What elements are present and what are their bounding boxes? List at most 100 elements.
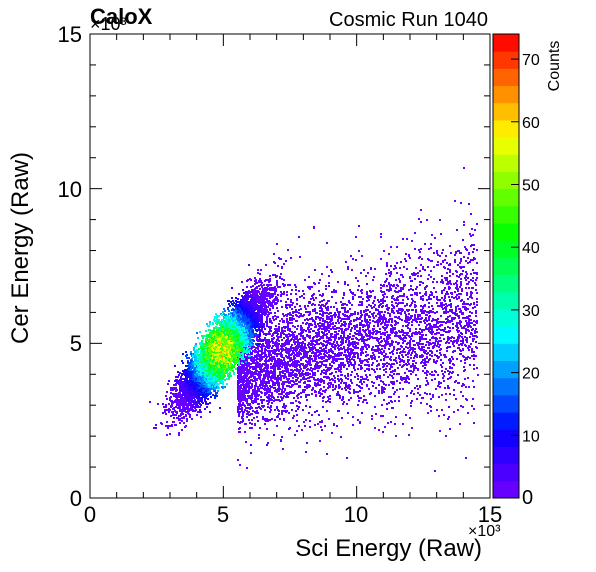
heatmap-cell — [298, 361, 300, 363]
heatmap-cell — [302, 331, 304, 333]
heatmap-cell — [349, 356, 351, 358]
heatmap-cell — [282, 331, 284, 333]
heatmap-cell — [460, 252, 462, 254]
heatmap-cell — [414, 348, 416, 350]
heatmap-cell — [327, 387, 329, 389]
heatmap-cell — [398, 373, 400, 375]
heatmap-cell — [240, 400, 242, 402]
heatmap-cell — [256, 390, 258, 392]
heatmap-cell — [347, 311, 349, 313]
heatmap-cell — [441, 279, 443, 281]
heatmap-cell — [315, 391, 317, 393]
heatmap-cell — [331, 336, 333, 338]
heatmap-cell — [270, 379, 272, 381]
heatmap-cell — [371, 307, 373, 309]
heatmap-cell — [309, 361, 311, 363]
heatmap-cell — [373, 300, 375, 302]
heatmap-cell — [322, 380, 324, 382]
heatmap-cell — [298, 309, 300, 311]
heatmap-cell — [420, 362, 422, 364]
heatmap-cell — [447, 378, 449, 380]
heatmap-cell — [242, 389, 244, 391]
heatmap-cell — [306, 318, 308, 320]
heatmap-cell — [350, 255, 352, 257]
heatmap-cell — [337, 320, 339, 322]
heatmap-cell — [327, 400, 329, 402]
heatmap-cell — [374, 395, 376, 397]
heatmap-cell — [395, 335, 397, 337]
heatmap-cell — [244, 369, 246, 371]
heatmap-cell — [395, 279, 397, 281]
heatmap-cell — [459, 286, 461, 288]
heatmap-cell — [383, 350, 385, 352]
heatmap-cell — [402, 299, 404, 301]
heatmap-cell — [240, 405, 242, 407]
heatmap-cell — [296, 379, 298, 381]
heatmap-cell — [386, 343, 388, 345]
heatmap-cell — [243, 367, 245, 369]
heatmap-cell — [250, 352, 252, 354]
heatmap-cell — [457, 331, 459, 333]
heatmap-cell — [311, 324, 313, 326]
heatmap-cell — [415, 309, 417, 311]
heatmap-cell — [450, 340, 452, 342]
heatmap-cell — [294, 284, 296, 286]
heatmap-cell — [410, 317, 412, 319]
heatmap-cell — [430, 298, 432, 300]
heatmap-cell — [402, 325, 404, 327]
heatmap-cell — [419, 314, 421, 316]
heatmap-cell — [439, 219, 441, 221]
heatmap-cell — [307, 372, 309, 374]
heatmap-cell — [237, 421, 239, 423]
heatmap-cell — [254, 277, 256, 279]
heatmap-cell — [314, 310, 316, 312]
heatmap-cell — [440, 329, 442, 331]
heatmap-cell — [291, 344, 293, 346]
heatmap-cell — [354, 376, 356, 378]
heatmap-cell — [470, 343, 472, 345]
heatmap-cell — [305, 394, 307, 396]
heatmap-cell — [257, 351, 259, 353]
heatmap-cell — [440, 233, 442, 235]
heatmap-cell — [249, 367, 251, 369]
heatmap-cell — [425, 326, 427, 328]
heatmap-cell — [424, 392, 426, 394]
heatmap-cell — [408, 363, 410, 365]
heatmap-cell — [246, 378, 248, 380]
heatmap-cell — [325, 389, 327, 391]
heatmap-cell — [454, 291, 456, 293]
heatmap-cell — [388, 321, 390, 323]
heatmap-cell — [433, 296, 435, 298]
heatmap-cell — [310, 367, 312, 369]
heatmap-cell — [347, 412, 349, 414]
heatmap-cell — [276, 335, 278, 337]
heatmap-cell — [267, 442, 269, 444]
heatmap-cell — [472, 251, 474, 253]
heatmap-cell — [269, 321, 271, 323]
heatmap-cell — [445, 399, 447, 401]
heatmap-cell — [423, 329, 425, 331]
heatmap-cell — [416, 294, 418, 296]
heatmap-cell — [352, 296, 354, 298]
heatmap-cell — [343, 324, 345, 326]
heatmap-cell — [429, 354, 431, 356]
heatmap-cell — [390, 328, 392, 330]
heatmap-cell — [250, 406, 252, 408]
heatmap-cell — [417, 388, 419, 390]
heatmap-cell — [391, 401, 393, 403]
heatmap-cell — [343, 294, 345, 296]
heatmap-cell — [305, 372, 307, 374]
heatmap-cell — [314, 367, 316, 369]
heatmap-cell — [430, 247, 432, 249]
heatmap-cell — [362, 352, 364, 354]
heatmap-cell — [268, 395, 270, 397]
heatmap-cell — [422, 282, 424, 284]
heatmap-cell — [261, 365, 263, 367]
heatmap-cell — [303, 352, 305, 354]
heatmap-cell — [290, 402, 292, 404]
heatmap-cell — [426, 219, 428, 221]
heatmap-cell — [389, 352, 391, 354]
heatmap-cell — [338, 313, 340, 315]
heatmap-cell — [237, 409, 239, 411]
heatmap-cell — [377, 347, 379, 349]
